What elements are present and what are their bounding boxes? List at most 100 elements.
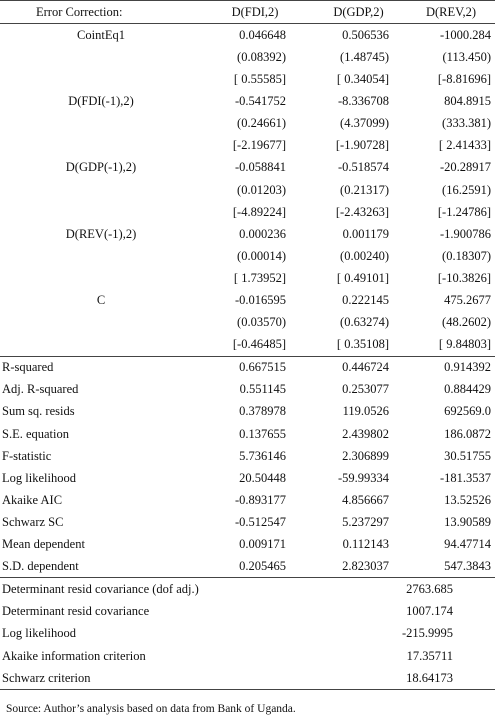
t-stat-row: [ 0.55585] [ 0.34054] [-8.81696]	[0, 68, 495, 90]
statistic-cell: 0.378978	[239, 404, 286, 419]
std-error-cell: (0.00240)	[340, 248, 389, 263]
variable-label: D(GDP(-1),2)	[65, 160, 137, 175]
std-error-row: (0.03570) (0.63274) (48.2602)	[0, 311, 495, 333]
header-cell: Error Correction:	[0, 0, 200, 25]
statistic-cell: 20.50448	[239, 470, 286, 485]
statistic-cell: -0.512547	[234, 514, 286, 529]
t-stat-row: [-4.89224] [-2.43263] [-1.24786]	[0, 201, 495, 223]
std-error-cell: (16.2591)	[442, 182, 491, 197]
system-statistic-label: Determinant resid covariance (dof adj.)	[0, 577, 310, 601]
coefficient-row: D(FDI(-1),2) -0.541752 -8.336708 804.891…	[0, 90, 495, 112]
statistic-cell: 5.237297	[342, 514, 389, 529]
std-error-cell: (0.00014)	[237, 248, 286, 263]
statistic-cell: 0.667515	[200, 355, 310, 379]
header-row: Error Correction: D(FDI,2) D(GDP,2) D(RE…	[0, 0, 495, 25]
t-stat-cell: [-2.19677]	[232, 138, 286, 153]
statistic-cell: 186.0872	[444, 426, 491, 441]
statistic-label: Log likelihood	[2, 470, 76, 485]
coefficient-cell: 0.222145	[342, 293, 389, 308]
statistic-row: Akaike AIC -0.893177 4.856667 13.52526	[0, 489, 495, 511]
statistic-row: R-squared 0.667515 0.446724 0.914392	[0, 355, 495, 379]
statistic-label: Mean dependent	[2, 537, 85, 552]
variable-label: C	[96, 293, 106, 308]
header-cell: D(FDI,2)	[200, 0, 310, 25]
t-stat-row: [-0.46485] [ 0.35108] [ 9.84803]	[0, 333, 495, 356]
coefficient-row: D(REV(-1),2) 0.000236 0.001179 -1.900786	[0, 223, 495, 245]
coefficient-cell: 804.8915	[444, 94, 491, 109]
statistic-label: F-statistic	[2, 448, 52, 463]
header-cell: D(GDP,2)	[310, 0, 407, 25]
statistic-label: Akaike AIC	[2, 492, 63, 507]
t-stat-cell: [-10.3826]	[437, 270, 491, 285]
statistic-cell: 0.112143	[342, 537, 389, 552]
t-stat-cell: [ 9.84803]	[438, 337, 491, 352]
coefficient-row: D(GDP(-1),2) -0.058841 -0.518574 -20.289…	[0, 157, 495, 179]
std-error-row: (0.00014) (0.00240) (0.18307)	[0, 245, 495, 267]
t-stat-cell: [-1.90728]	[335, 138, 389, 153]
statistic-label: S.E. equation	[2, 426, 70, 441]
std-error-cell: (0.24661)	[237, 116, 286, 131]
statistic-cell: 4.856667	[342, 492, 389, 507]
std-error-cell: (0.21317)	[340, 182, 389, 197]
system-statistic-row: Schwarz criterion 18.64173	[0, 666, 495, 690]
t-stat-cell: [ 0.35108]	[336, 337, 389, 352]
header-cell: D(REV,2)	[407, 0, 495, 25]
t-stat-cell: [ 1.73952]	[233, 270, 286, 285]
system-statistic-row: Determinant resid covariance (dof adj.) …	[0, 577, 495, 601]
statistic-row: Adj. R-squared 0.551145 0.253077 0.88442…	[0, 379, 495, 401]
std-error-row: (0.01203) (0.21317) (16.2591)	[0, 179, 495, 201]
statistic-cell: 2.823037	[342, 559, 389, 574]
t-stat-cell: [-1.24786]	[437, 204, 491, 219]
std-error-cell: (1.48745)	[340, 49, 389, 64]
statistic-label: Adj. R-squared	[2, 382, 79, 397]
statistic-cell: 0.551145	[239, 382, 286, 397]
coefficient-cell: 0.506536	[342, 27, 389, 42]
coefficient-row: C -0.016595 0.222145 475.2677	[0, 289, 495, 311]
system-statistic-cell: 1007.174	[406, 604, 453, 619]
t-stat-cell: [ 0.55585]	[233, 72, 286, 87]
std-error-cell: (4.37099)	[340, 116, 389, 131]
std-error-cell: (0.01203)	[237, 182, 286, 197]
coefficient-cell: -0.518574	[337, 160, 389, 175]
t-stat-cell: [ 0.34054]	[336, 72, 389, 87]
statistic-label: Schwarz SC	[2, 514, 64, 529]
coefficient-cell: 0.046648	[239, 27, 286, 42]
statistic-label: R-squared	[0, 355, 200, 379]
statistic-row: S.E. equation 0.137655 2.439802 186.0872	[0, 423, 495, 445]
coefficient-cell: 475.2677	[444, 293, 491, 308]
t-stat-cell: [-8.81696]	[437, 72, 491, 87]
statistic-cell: 13.52526	[444, 492, 491, 507]
statistic-row: F-statistic 5.736146 2.306899 30.51755	[0, 445, 495, 467]
system-statistic-cell: 18.64173	[310, 666, 495, 690]
std-error-row: (0.24661) (4.37099) (333.381)	[0, 112, 495, 134]
coefficient-cell: -20.28917	[439, 160, 491, 175]
system-statistic-label: Log likelihood	[2, 626, 76, 641]
statistic-row: Schwarz SC -0.512547 5.237297 13.90589	[0, 511, 495, 533]
variable-label: D(FDI(-1),2)	[68, 94, 134, 109]
t-stat-cell: [-0.46485]	[232, 337, 286, 352]
system-statistic-cell: -215.9995	[401, 626, 453, 641]
system-statistic-row: Log likelihood -215.9995	[0, 623, 495, 645]
statistic-cell: -181.3537	[439, 470, 491, 485]
t-stat-row: [-2.19677] [-1.90728] [ 2.41433]	[0, 135, 495, 157]
t-stat-cell: [-2.43263]	[335, 204, 389, 219]
coefficient-cell: 0.000236	[239, 226, 286, 241]
source-note: Source: Author’s analysis based on data …	[6, 703, 296, 715]
coefficient-cell: -0.541752	[234, 94, 286, 109]
statistic-cell: 2.439802	[342, 426, 389, 441]
statistic-cell: 13.90589	[444, 514, 491, 529]
statistic-cell: 2.306899	[342, 448, 389, 463]
t-stat-cell: [ 2.41433]	[438, 138, 491, 153]
statistic-cell: 0.253077	[342, 382, 389, 397]
statistic-cell: -0.893177	[234, 492, 286, 507]
statistic-row: Sum sq. resids 0.378978 119.0526 692569.…	[0, 401, 495, 423]
system-statistic-label: Schwarz criterion	[0, 666, 310, 690]
coefficient-cell: -8.336708	[337, 94, 389, 109]
vecm-results-table: Error Correction: D(FDI,2) D(GDP,2) D(RE…	[0, 0, 495, 690]
statistic-row: Log likelihood 20.50448 -59.99334 -181.3…	[0, 467, 495, 489]
std-error-cell: (0.08392)	[237, 49, 286, 64]
statistic-label: Sum sq. resids	[2, 404, 75, 419]
variable-label: CointEq1	[77, 27, 125, 42]
system-statistic-cell: 2763.685	[310, 577, 495, 601]
statistic-cell: 5.736146	[239, 448, 286, 463]
